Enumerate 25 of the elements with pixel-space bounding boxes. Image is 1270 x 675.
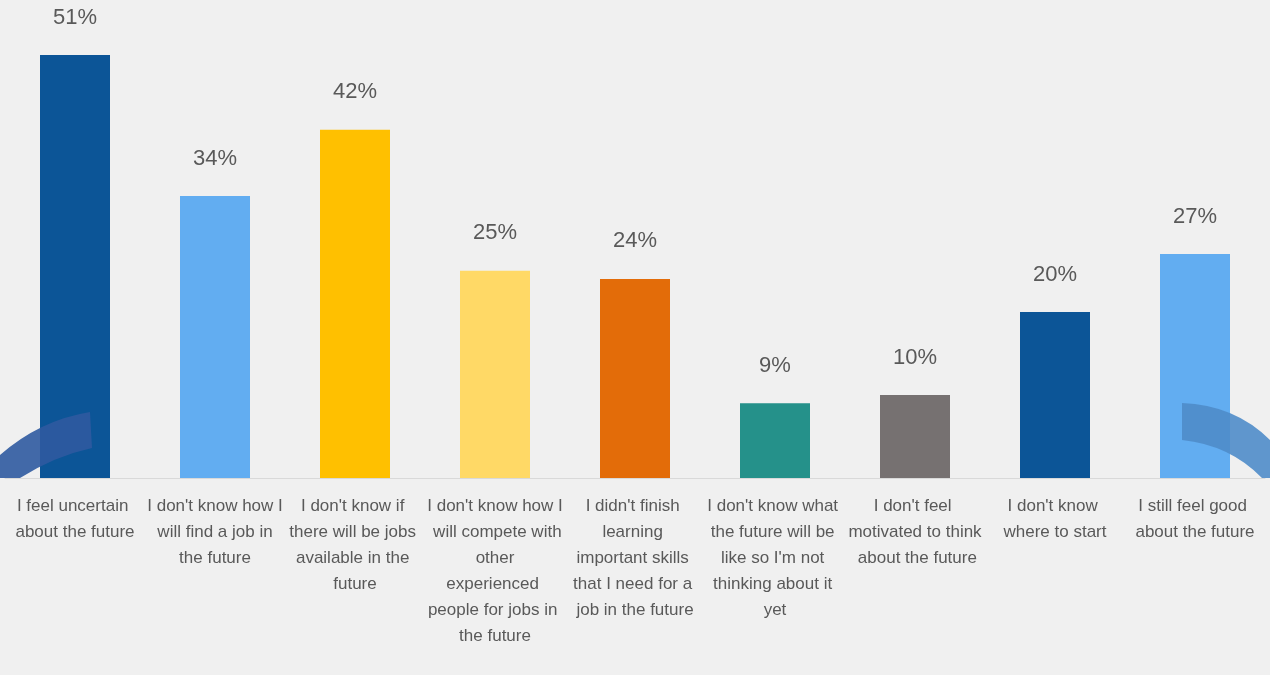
- bar: [600, 278, 670, 478]
- data-label: 27%: [1172, 202, 1218, 228]
- data-label: 34%: [192, 144, 238, 170]
- x-tick-label: I still feel good about the future: [1135, 495, 1255, 541]
- data-label: 42%: [332, 78, 378, 104]
- x-tick-label: I don't know where to start: [1002, 495, 1107, 541]
- data-label: 20%: [1032, 260, 1078, 286]
- x-tick-label: I feel uncertain about the future: [15, 495, 135, 541]
- bar: [180, 196, 250, 478]
- x-tick-label: I don't feel motivated to think about the future: [848, 495, 983, 567]
- x-tick-label: I didn't finish learning important skills that I need for a job in the future: [573, 495, 697, 619]
- data-label: 25%: [472, 219, 518, 245]
- data-label: 24%: [612, 227, 658, 253]
- x-tick-label: I don't know how I will compete with other experienced people for jobs in the future: [427, 495, 563, 645]
- bar: [1020, 312, 1090, 478]
- bar: [460, 270, 530, 478]
- bar: [880, 395, 950, 478]
- data-label: 51%: [52, 3, 98, 29]
- data-label: 10%: [892, 343, 938, 369]
- data-label: 9%: [759, 351, 791, 377]
- x-tick-label: I don't know what the future will be like so I'm not thinking about it yet: [707, 495, 843, 619]
- bar: [320, 129, 390, 478]
- bar: [740, 403, 810, 478]
- x-tick-label: I don't know how I will find a job in the future: [147, 495, 283, 567]
- x-tick-label: I don't know if there will be jobs available in the future: [289, 495, 421, 593]
